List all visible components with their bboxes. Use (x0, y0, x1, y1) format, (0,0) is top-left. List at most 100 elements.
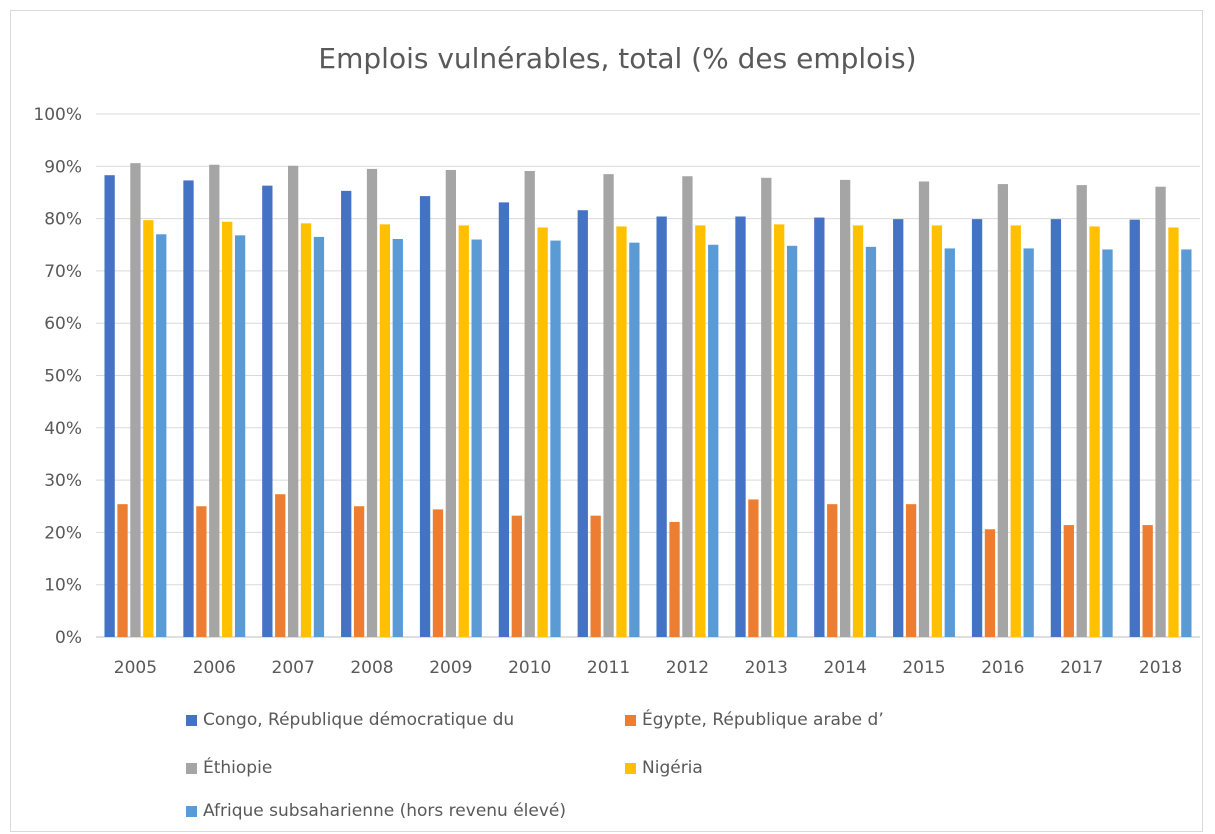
bar-2014-series-2 (839, 179, 851, 637)
x-tick-label: 2017 (1060, 658, 1103, 678)
legend-swatch-nigeria (625, 762, 636, 774)
bar-2015-series-4 (944, 248, 955, 637)
bar-2005-series-3 (143, 220, 154, 638)
x-tick-label: 2009 (429, 658, 472, 678)
bar-2009-series-4 (471, 239, 482, 637)
x-tick-label: 2006 (193, 658, 236, 678)
bar-2008-series-0 (341, 190, 352, 637)
bar-2005-series-2 (130, 163, 141, 637)
bar-2016-series-4 (1023, 248, 1034, 637)
x-tick-label: 2014 (824, 658, 867, 678)
bar-2006-series-0 (183, 180, 194, 638)
legend-item-ethiopie: Éthiopie (186, 758, 272, 778)
bar-2016-series-3 (1010, 225, 1021, 637)
y-tick-label: 40% (44, 419, 82, 439)
y-tick-label: 50% (44, 367, 82, 387)
bar-2006-series-1 (196, 506, 207, 637)
x-tick-label: 2011 (587, 658, 630, 678)
bar-2016-series-2 (997, 184, 1009, 637)
y-tick-label: 0% (55, 628, 82, 648)
bar-2017-series-3 (1089, 226, 1100, 637)
bar-2016-series-0 (971, 219, 983, 637)
bar-2018-series-3 (1168, 227, 1179, 638)
bar-2013-series-3 (774, 224, 785, 637)
bar-2011-series-1 (590, 515, 601, 637)
legend-swatch-afrique (186, 805, 197, 817)
bar-2013-series-1 (748, 499, 759, 637)
bar-2015-series-3 (931, 225, 943, 637)
bar-2010-series-0 (498, 202, 510, 637)
bar-2006-series-3 (222, 221, 233, 638)
bar-2005-series-1 (117, 504, 128, 637)
bar-2014-series-4 (865, 246, 877, 637)
bar-2009-series-1 (432, 509, 444, 637)
legend-label-congo: Congo, République démocratique du (203, 710, 515, 730)
bar-2012-series-1 (669, 521, 680, 637)
bar-2018-series-4 (1181, 249, 1192, 637)
x-axis-ticks: 2005 2006 2007 2008 2009 2010 2011 2012 2013 2014… (114, 658, 1182, 678)
bar-2014-series-3 (852, 225, 864, 637)
bar-2012-series-0 (656, 216, 667, 637)
y-tick-label: 100% (33, 105, 82, 125)
bar-2018-series-1 (1142, 525, 1153, 637)
bar-2005-series-0 (104, 175, 115, 637)
x-tick-label: 2008 (350, 658, 393, 678)
bar-2008-series-1 (353, 506, 365, 637)
bar-2014-series-0 (814, 217, 825, 638)
bar-2018-series-2 (1155, 186, 1166, 637)
bar-2017-series-0 (1050, 219, 1062, 637)
bar-2007-series-2 (287, 165, 299, 637)
bar-2015-series-2 (918, 181, 930, 637)
bar-2005-series-4 (156, 234, 167, 638)
bar-2015-series-0 (893, 219, 904, 637)
y-tick-label: 70% (44, 262, 82, 282)
bar-2017-series-4 (1102, 249, 1113, 637)
y-tick-label: 30% (44, 471, 82, 491)
bar-2013-series-4 (786, 245, 798, 638)
bar-2011-series-0 (577, 210, 588, 638)
bar-2007-series-4 (313, 236, 325, 637)
bar-2007-series-1 (275, 494, 286, 637)
bar-2014-series-1 (827, 504, 838, 637)
bar-2007-series-3 (300, 223, 312, 637)
bar-2011-series-3 (616, 226, 627, 637)
bars (104, 163, 1192, 638)
bar-2011-series-2 (603, 174, 614, 637)
bar-2006-series-2 (209, 164, 220, 638)
x-tick-label: 2016 (981, 658, 1024, 678)
legend-item-nigeria: Nigéria (625, 758, 703, 778)
bar-2008-series-2 (366, 168, 378, 637)
legend-label-nigeria: Nigéria (642, 758, 703, 778)
bar-2008-series-3 (379, 224, 391, 637)
legend-label-afrique: Afrique subsaharienne (hors revenu élevé… (203, 801, 567, 821)
bar-2018-series-0 (1129, 219, 1140, 637)
x-tick-label: 2005 (114, 658, 157, 678)
bar-2013-series-0 (735, 216, 746, 637)
legend-swatch-congo (186, 714, 197, 726)
y-tick-label: 90% (44, 157, 82, 177)
y-axis-ticks: 0% 10% 20% 30% 40% 50% 60% 70% 80% 90% 100% (33, 105, 82, 648)
bar-2017-series-2 (1076, 185, 1087, 637)
bar-2009-series-2 (445, 169, 457, 637)
bar-2015-series-1 (905, 504, 917, 637)
x-tick-label: 2012 (666, 658, 709, 678)
bar-2010-series-2 (524, 171, 535, 637)
y-tick-label: 60% (44, 314, 82, 334)
chart-title: Emplois vulnérables, total (% des emploi… (318, 42, 917, 75)
legend-swatch-egypte (625, 714, 636, 726)
bar-2012-series-4 (708, 244, 719, 637)
bar-2008-series-4 (392, 239, 403, 637)
bar-2010-series-1 (511, 515, 522, 637)
bar-2007-series-0 (262, 185, 273, 637)
x-tick-label: 2013 (745, 658, 788, 678)
gridlines (96, 113, 1200, 638)
y-tick-label: 80% (44, 210, 82, 230)
legend-item-afrique: Afrique subsaharienne (hors revenu élevé… (186, 801, 566, 821)
legend-label-ethiopie: Éthiopie (203, 758, 273, 778)
x-tick-label: 2010 (508, 658, 551, 678)
bar-2017-series-1 (1063, 525, 1074, 637)
x-tick-label: 2018 (1139, 658, 1182, 678)
legend-swatch-ethiopie (186, 762, 197, 774)
legend-item-congo: Congo, République démocratique du (186, 710, 514, 730)
